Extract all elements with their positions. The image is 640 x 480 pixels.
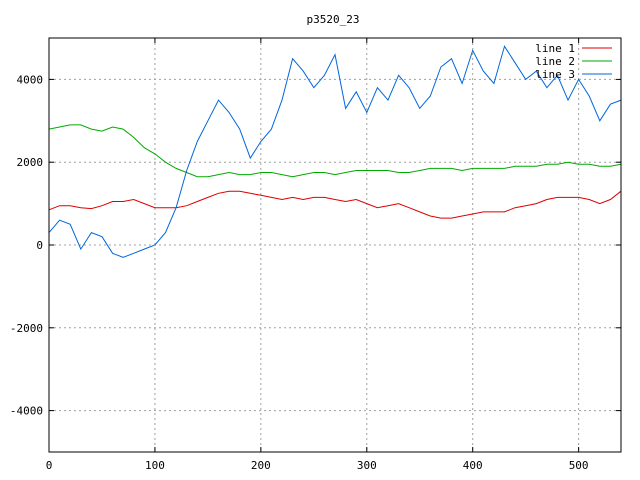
series-line-2 — [48, 124, 622, 178]
axis-ticks: 0 100 200 300 400 500 -4000 -2000 0 2000 4000 — [10, 38, 621, 472]
y-tick-label: 4000 — [17, 73, 44, 86]
series-line-1 — [48, 190, 622, 219]
grid-lines — [49, 38, 621, 452]
x-tick-label: 0 — [46, 459, 53, 472]
y-tick-label: -2000 — [10, 322, 43, 335]
series-line-3 — [48, 45, 622, 258]
y-tick-label: 0 — [36, 239, 43, 252]
y-tick-label: 2000 — [17, 156, 44, 169]
series-lines — [48, 45, 622, 258]
y-tick-label: -4000 — [10, 405, 43, 418]
legend-label-1: line 1 — [535, 42, 575, 55]
legend-label-2: line 2 — [535, 55, 575, 68]
plot-area-border — [48, 37, 622, 453]
legend-label-3: line 3 — [535, 68, 575, 81]
x-tick-label: 200 — [251, 459, 271, 472]
chart-title: p3520_23 — [307, 13, 360, 26]
x-tick-label: 300 — [357, 459, 377, 472]
x-tick-label: 500 — [569, 459, 589, 472]
x-tick-label: 400 — [463, 459, 483, 472]
x-tick-label: 100 — [145, 459, 165, 472]
